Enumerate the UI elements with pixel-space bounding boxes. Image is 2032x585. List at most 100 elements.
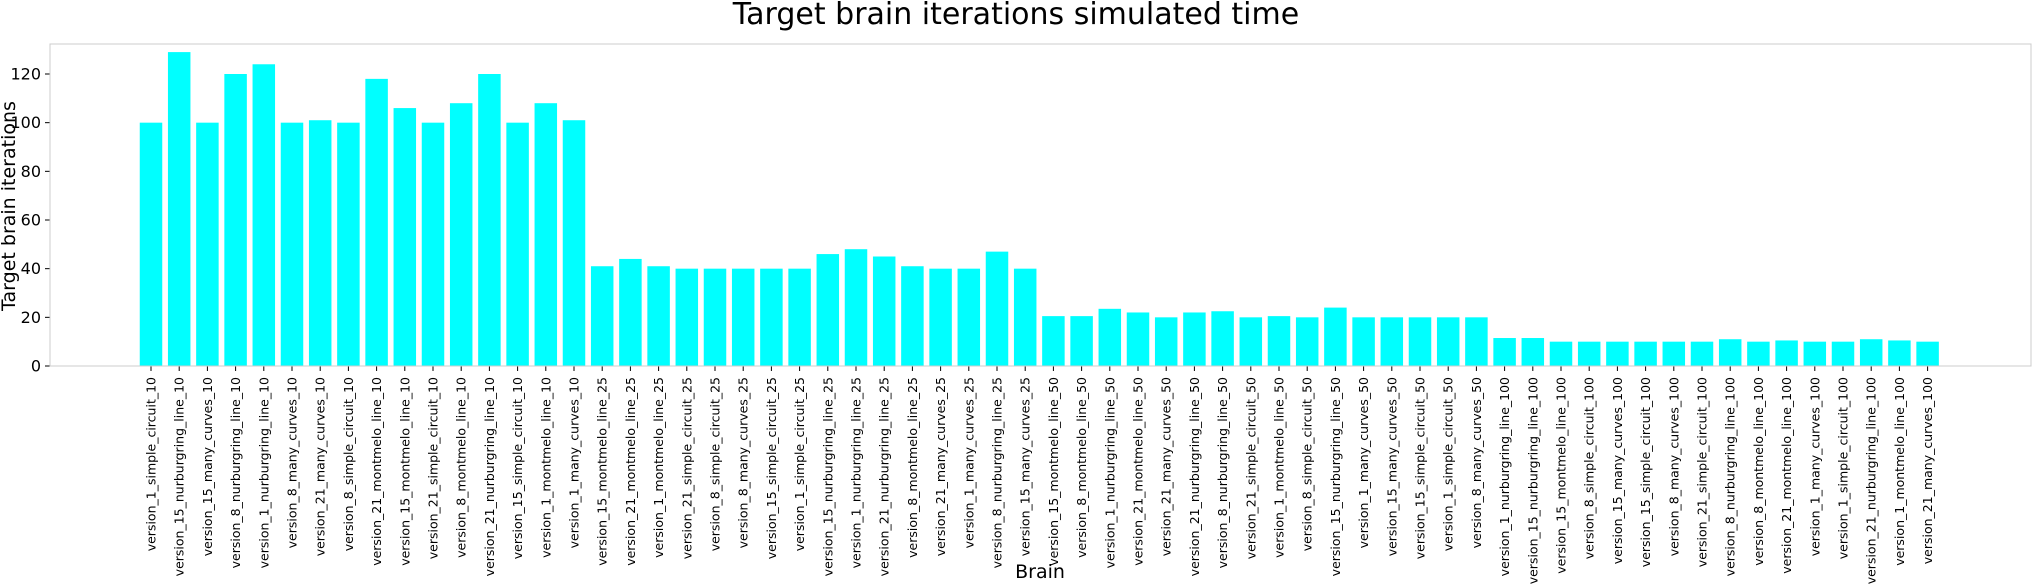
x-tick-label: version_1_montmelo_line_25 <box>651 377 666 558</box>
bar <box>788 268 811 366</box>
x-tick-label: version_8_many_curves_100 <box>1666 377 1681 556</box>
bar <box>421 122 445 366</box>
x-tick-label: version_15_montmelo_line_25 <box>595 377 610 566</box>
bar <box>1831 341 1855 366</box>
x-tick-label: version_15_simple_circuit_10 <box>510 377 525 559</box>
x-tick-label: version_8_montmelo_line_100 <box>1751 377 1766 566</box>
x-tick-label: version_1_simple_circuit_100 <box>1836 377 1851 559</box>
bar <box>562 120 586 366</box>
x-tick-label: version_8_montmelo_line_50 <box>1074 377 1089 558</box>
x-tick-label: version_8_montmelo_line_10 <box>454 377 469 558</box>
bar <box>760 268 783 366</box>
x-tick-label: version_1_many_curves_10 <box>567 377 582 548</box>
bar <box>1295 317 1319 366</box>
x-tick-label: version_1_nurburgring_line_100 <box>1497 377 1512 576</box>
x-tick-label: version_8_many_curves_50 <box>1469 377 1484 548</box>
x-tick-label: version_21_simple_circuit_100 <box>1695 377 1710 567</box>
bar <box>1380 317 1404 366</box>
x-tick-label: version_1_simple_circuit_10 <box>144 377 159 551</box>
bar <box>308 120 332 366</box>
bar <box>1126 312 1150 366</box>
x-tick-label: version_8_montmelo_line_25 <box>905 377 920 558</box>
x-tick-label: version_1_montmelo_line_50 <box>1272 377 1287 558</box>
x-tick-label: version_8_nurburgring_line_10 <box>228 377 243 568</box>
x-tick-label: version_21_montmelo_line_10 <box>369 377 384 566</box>
bar <box>675 268 699 366</box>
chart-title: Target brain iterations simulated time <box>732 0 1299 32</box>
bar <box>1662 341 1686 366</box>
x-tick-label: version_15_nurburgring_line_10 <box>172 377 187 576</box>
x-tick-label: version_15_simple_circuit_25 <box>764 377 779 559</box>
x-axis-label: Brain <box>1015 561 1065 583</box>
bar <box>1408 317 1432 366</box>
bar <box>1324 307 1347 366</box>
x-tick-label: version_15_montmelo_line_50 <box>1046 377 1061 566</box>
bar <box>1888 340 1911 366</box>
y-tick-label: 100 <box>10 113 41 132</box>
y-tick-label: 120 <box>10 65 41 84</box>
x-tick-label: version_21_nurburgring_line_10 <box>482 377 497 576</box>
bar <box>901 266 924 366</box>
bar <box>1493 338 1516 366</box>
bar <box>872 256 896 366</box>
x-tick-label: version_21_many_curves_10 <box>313 377 328 556</box>
bar <box>929 268 952 366</box>
bar <box>1013 268 1037 366</box>
x-axis: version_1_simple_circuit_10 version_15_nu… <box>144 366 1935 584</box>
bar <box>167 52 191 366</box>
bar <box>957 268 981 366</box>
x-tick-label: version_8_simple_circuit_25 <box>708 377 723 551</box>
x-tick-label: version_8_many_curves_25 <box>736 377 751 548</box>
bar <box>196 122 219 366</box>
bar <box>1634 341 1657 366</box>
bar <box>1859 339 1883 366</box>
bar <box>1549 341 1573 366</box>
bar <box>224 74 247 366</box>
bar <box>1211 311 1234 366</box>
bar <box>647 266 670 366</box>
x-tick-label: version_21_montmelo_line_25 <box>623 377 638 566</box>
x-tick-label: version_21_simple_circuit_25 <box>679 377 694 559</box>
x-tick-label: version_8_many_curves_10 <box>285 377 300 548</box>
x-tick-label: version_8_simple_circuit_50 <box>1300 377 1315 551</box>
bar <box>393 108 417 366</box>
bar <box>1042 316 1065 366</box>
x-tick-label: version_15_nurburgring_line_100 <box>1525 377 1540 584</box>
bar <box>478 74 501 366</box>
x-tick-label: version_21_nurburgring_line_50 <box>1187 377 1202 576</box>
x-tick-label: version_8_nurburgring_line_100 <box>1723 377 1738 576</box>
x-tick-label: version_21_simple_circuit_10 <box>426 377 441 559</box>
x-tick-label: version_21_nurburgring_line_100 <box>1864 377 1879 584</box>
bar <box>1183 312 1206 366</box>
x-tick-label: version_15_many_curves_50 <box>1384 377 1399 556</box>
x-tick-label: version_8_simple_circuit_100 <box>1582 377 1597 559</box>
x-tick-label: version_1_nurburgring_line_50 <box>1102 377 1117 568</box>
bar <box>1070 316 1093 366</box>
bar <box>1690 341 1714 366</box>
x-tick-label: version_21_many_curves_100 <box>1920 377 1935 564</box>
bar <box>590 266 614 366</box>
y-tick-label: 80 <box>21 162 41 181</box>
bar <box>1521 338 1545 366</box>
x-tick-label: version_15_simple_circuit_100 <box>1638 377 1653 567</box>
plot-frame <box>49 43 2032 367</box>
x-tick-label: version_21_many_curves_25 <box>933 377 948 556</box>
bar <box>1606 341 1629 366</box>
bar <box>365 78 388 367</box>
x-tick-label: version_1_montmelo_line_10 <box>538 377 553 558</box>
bar <box>139 122 163 366</box>
y-tick-label: 60 <box>21 211 41 230</box>
bar <box>844 249 868 366</box>
bar <box>534 103 558 366</box>
bar <box>985 251 1009 366</box>
y-tick-label: 20 <box>21 308 41 327</box>
bar <box>731 268 755 366</box>
bar <box>703 268 727 366</box>
x-tick-label: version_15_nurburgring_line_50 <box>1328 377 1343 576</box>
y-axis: 0 20 40 60 80 100 120 <box>10 65 50 376</box>
bars-group <box>139 52 1939 367</box>
bar <box>280 122 304 366</box>
x-tick-label: version_1_simple_circuit_25 <box>792 377 807 551</box>
x-tick-label: version_1_nurburgring_line_25 <box>849 377 864 568</box>
x-tick-label: version_15_many_curves_25 <box>1018 377 1033 556</box>
